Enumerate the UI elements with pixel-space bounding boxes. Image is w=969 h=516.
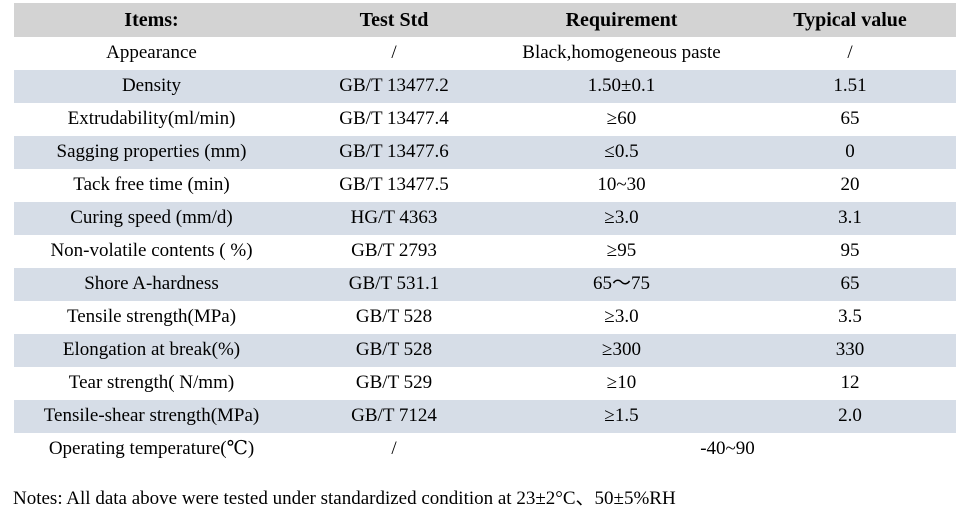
column-header-requirement: Requirement [499,3,744,37]
cell-requirement: ≥1.5 [499,400,744,433]
cell-item: Sagging properties (mm) [14,136,289,169]
cell-test-std: GB/T 528 [355,306,433,328]
column-header-typical-value: Typical value [744,3,956,37]
table-row-shore-a-hardness: Shore A-hardness GB/T 531.1 65～75 65 [14,268,956,301]
cell-requirement: 10~30 [597,174,646,196]
table-row-sagging-properties: Sagging properties (mm) GB/T 13477.6 ≤0.… [14,136,956,169]
spec-table: Items: Test Std Requirement Typical valu… [14,3,956,466]
cell-typical-value: 12 [840,372,860,394]
cell-test-std: GB/T 2793 [351,240,437,262]
table-row-elongation-at-break: Elongation at break(%) GB/T 528 ≥300 330 [14,334,956,367]
cell-test-std: GB/T 13477.6 [289,136,499,169]
cell-item: Curing speed (mm/d) [14,202,289,235]
cell-requirement: Black,homogeneous paste [522,42,721,64]
cell-typical-value: 330 [744,334,956,367]
cell-item: Tack free time (min) [73,174,230,196]
cell-item: Density [14,70,289,103]
cell-typical-value: 65 [744,268,956,301]
cell-requirement: 65～75 [499,268,744,301]
cell-requirement: ≥3.0 [604,306,639,328]
table-row-tack-free-time: Tack free time (min) GB/T 13477.5 10~30 … [14,169,956,202]
cell-requirement-merged: -40~90 [700,438,755,460]
cell-item: Tear strength( N/mm) [68,372,235,394]
cell-typical-value: 1.51 [744,70,956,103]
cell-requirement: ≥300 [499,334,744,367]
cell-typical-value: 3.5 [838,306,862,328]
cell-requirement: ≤0.5 [499,136,744,169]
cell-test-std: GB/T 7124 [289,400,499,433]
cell-test-std: / [391,438,397,460]
cell-test-std: / [391,42,397,64]
table-row-tensile-shear-strength: Tensile-shear strength(MPa) GB/T 7124 ≥1… [14,400,956,433]
cell-item: Non-volatile contents ( %) [50,240,253,262]
notes-text: Notes: All data above were tested under … [13,488,676,509]
cell-typical-value: 2.0 [744,400,956,433]
cell-item: Tensile strength(MPa) [66,306,237,328]
table-row-extrudability: Extrudability(ml/min) GB/T 13477.4 ≥60 6… [14,103,956,136]
cell-test-std: GB/T 13477.4 [339,108,449,130]
cell-test-std: GB/T 13477.2 [289,70,499,103]
table-row-non-volatile-contents: Non-volatile contents ( %) GB/T 2793 ≥95… [14,235,956,268]
table-row-density: Density GB/T 13477.2 1.50±0.1 1.51 [14,70,956,103]
cell-typical-value: 95 [840,240,860,262]
table-row-curing-speed: Curing speed (mm/d) HG/T 4363 ≥3.0 3.1 [14,202,956,235]
column-header-items: Items: [14,3,289,37]
cell-test-std: GB/T 529 [355,372,433,394]
table-row-tear-strength: Tear strength( N/mm) GB/T 529 ≥10 12 [14,367,956,400]
cell-typical-value: 3.1 [744,202,956,235]
cell-typical-value: / [847,42,853,64]
cell-test-std: GB/T 528 [289,334,499,367]
cell-requirement: ≥10 [606,372,637,394]
cell-requirement: ≥60 [606,108,637,130]
cell-requirement: ≥95 [606,240,637,262]
cell-typical-value: 65 [840,108,860,130]
cell-typical-value: 20 [840,174,860,196]
cell-requirement: ≥3.0 [499,202,744,235]
cell-test-std: GB/T 531.1 [289,268,499,301]
cell-item: Shore A-hardness [14,268,289,301]
header-row: Items: Test Std Requirement Typical valu… [14,3,956,37]
cell-item: Operating temperature(℃) [48,438,255,460]
table-row-appearance: Appearance / Black,homogeneous paste / [14,37,956,70]
cell-requirement: 1.50±0.1 [499,70,744,103]
table-row-operating-temperature: Operating temperature(℃) / -40~90 [14,433,956,466]
column-header-test-std: Test Std [289,3,499,37]
cell-item: Tensile-shear strength(MPa) [14,400,289,433]
table-row-tensile-strength: Tensile strength(MPa) GB/T 528 ≥3.0 3.5 [14,301,956,334]
cell-item: Elongation at break(%) [14,334,289,367]
cell-typical-value: 0 [744,136,956,169]
cell-item: Extrudability(ml/min) [67,108,236,130]
cell-test-std: HG/T 4363 [289,202,499,235]
cell-item: Appearance [106,42,197,64]
cell-test-std: GB/T 13477.5 [339,174,449,196]
